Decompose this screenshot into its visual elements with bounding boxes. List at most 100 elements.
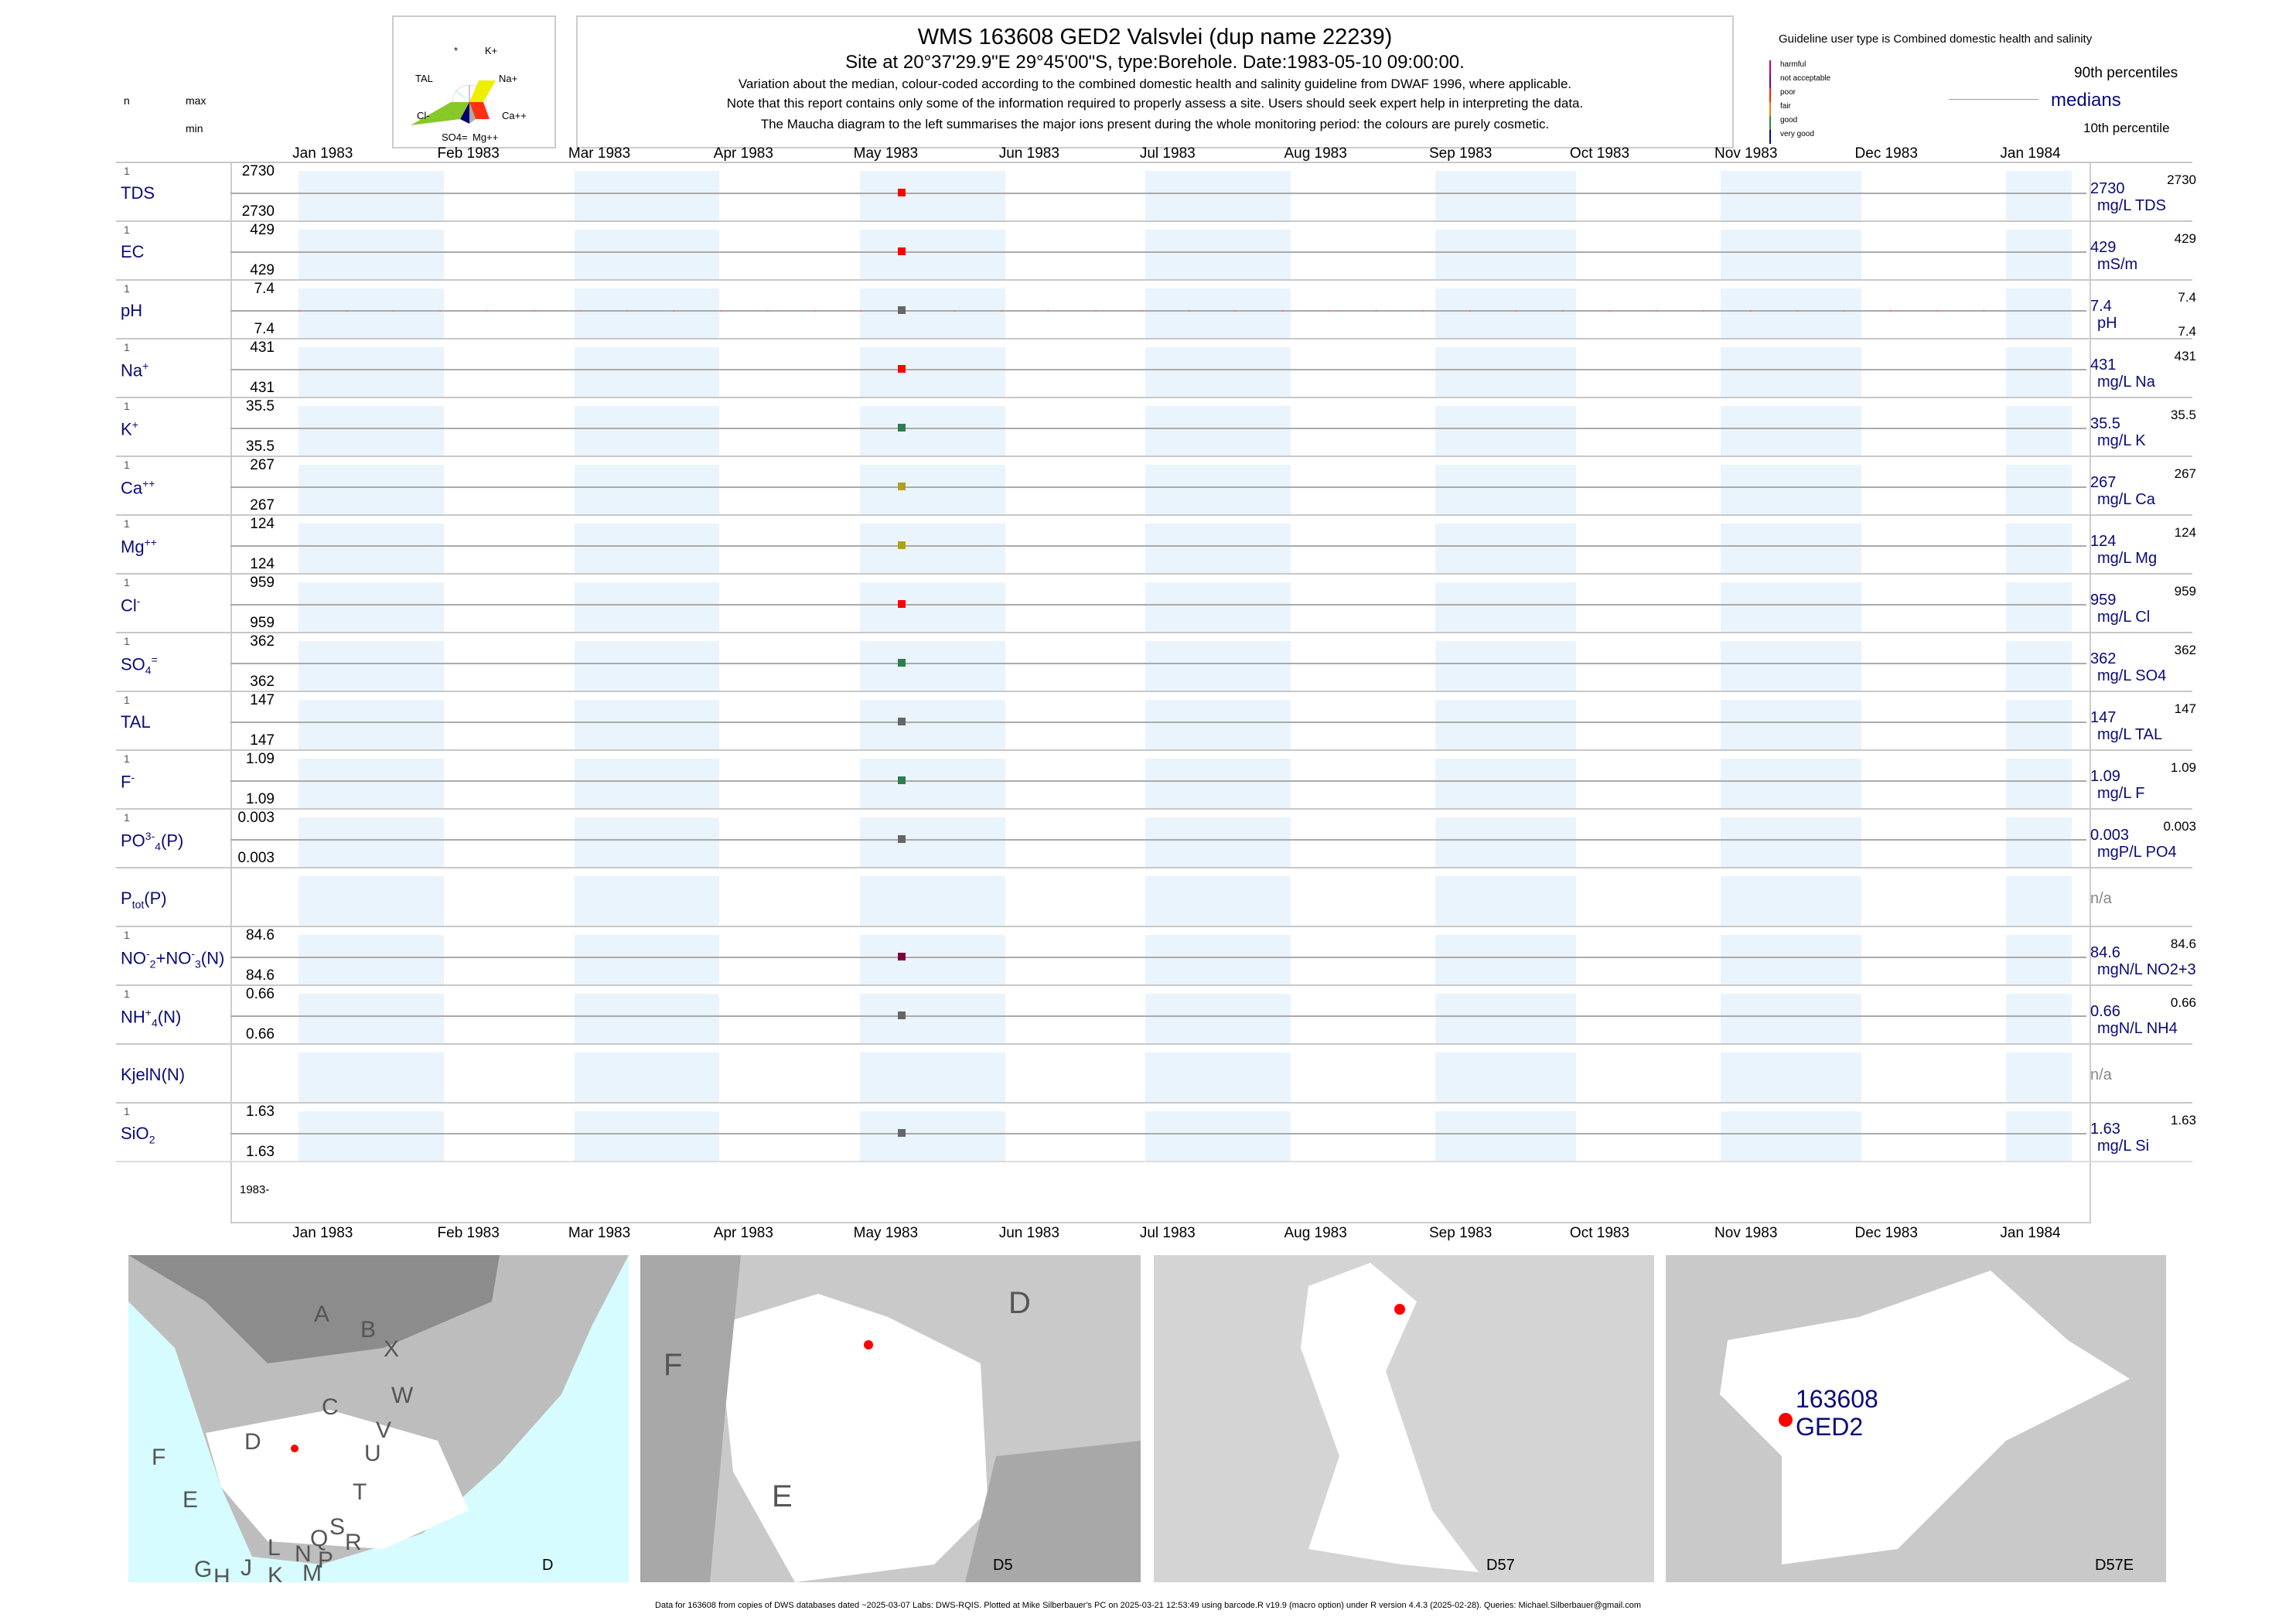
maucha-na <box>469 80 496 102</box>
month-band <box>1435 994 1576 1045</box>
month-band <box>1721 759 1861 810</box>
month-band <box>1721 524 1861 575</box>
map-d57[interactable]: 163608 GED2 D57E <box>1666 1255 2166 1582</box>
label-part: P <box>121 889 132 908</box>
x-tick-label: Oct 1983 <box>1569 145 1630 162</box>
guideline-tick <box>1047 310 1049 312</box>
median-line <box>230 957 2086 958</box>
month-band <box>574 406 720 457</box>
month-band <box>1721 994 1861 1045</box>
sample-point <box>898 1129 906 1137</box>
month-band <box>574 817 720 868</box>
guideline-tick <box>1609 310 1611 312</box>
month-band <box>1721 641 1861 692</box>
label-part: Cl <box>121 595 137 616</box>
x-tick-label: Feb 1983 <box>437 1225 500 1241</box>
x-tick-label: Jan 1983 <box>292 1225 353 1241</box>
parameter-row: PO3-4(P) 1 0.003 0.003 0.003 mgP/L PO4 0.003 <box>116 808 2196 868</box>
label-part: F <box>121 772 131 792</box>
guideline-tick <box>1561 310 1564 312</box>
unit-label: mg/L K <box>2097 432 2146 449</box>
map-d5[interactable]: D57 <box>1154 1255 1654 1582</box>
guideline-text: Guideline user type is Combined domestic… <box>1779 32 2093 46</box>
median-line <box>230 428 2086 429</box>
median-value: 147 <box>2090 709 2117 726</box>
label-part: TDS <box>121 183 155 203</box>
p90-value: 1.63 <box>2170 1113 2196 1128</box>
month-band <box>2006 641 2073 692</box>
guideline-tick <box>1842 310 1845 312</box>
median-line <box>230 193 2086 194</box>
map-region-d[interactable]: D F E D5 <box>640 1255 1141 1582</box>
x-tick-label: Jun 1983 <box>998 145 1059 162</box>
median-value: 7.4 <box>2090 298 2112 315</box>
month-band <box>299 1111 444 1162</box>
month-band <box>2006 994 2073 1045</box>
month-band <box>1145 1053 1291 1104</box>
p90-value: 959 <box>2174 584 2196 599</box>
month-band <box>299 406 444 457</box>
median-line <box>230 780 2086 782</box>
month-band <box>1145 994 1291 1045</box>
note-2: Note that this report contains only some… <box>726 96 1584 111</box>
median-value: 429 <box>2090 239 2117 256</box>
min-value: 147 <box>250 732 275 749</box>
min-value: 2730 <box>241 203 275 220</box>
guideline-tick <box>1936 310 1939 312</box>
month-band <box>2006 406 2073 457</box>
map-letter: J <box>241 1555 252 1581</box>
month-band <box>1145 1111 1291 1162</box>
map-letter: U <box>364 1441 381 1466</box>
label-part: 4 <box>155 840 162 853</box>
month-band <box>299 1053 444 1104</box>
median-line <box>230 369 2086 370</box>
guideline-tick <box>392 310 394 312</box>
parameter-label: SO4= <box>121 653 158 677</box>
month-band <box>860 876 1005 927</box>
parameter-row: SO4= 1 362 362 362 mg/L SO4 362 <box>116 632 2196 692</box>
month-band <box>860 524 1005 575</box>
label-part: SO <box>121 654 145 674</box>
month-band <box>1145 230 1291 281</box>
month-band <box>1721 582 1861 633</box>
parameter-label: Cl- <box>121 595 140 616</box>
month-band <box>2006 230 2073 281</box>
legend-class-label: very good <box>1780 130 1814 138</box>
label-part: (N) <box>200 948 225 968</box>
guideline-tick <box>1468 310 1471 312</box>
parameter-row: Mg++ 1 124 124 124 mg/L Mg 124 <box>116 514 2196 575</box>
map-corner-label: D57E <box>2095 1557 2134 1574</box>
unit-label: mgN/L NO2+3 <box>2097 961 2196 978</box>
x-tick-label: Sep 1983 <box>1429 145 1493 162</box>
min-value: 84.6 <box>246 967 275 984</box>
month-band <box>860 1111 1005 1162</box>
sample-count: 1 <box>124 282 130 295</box>
x-tick-label: Jun 1983 <box>998 1225 1059 1241</box>
x-tick-label: Mar 1983 <box>568 1225 631 1241</box>
guideline-tick <box>1655 310 1658 312</box>
map-letter: V <box>376 1418 392 1443</box>
map-corner-label: D5 <box>993 1557 1013 1574</box>
sample-point <box>898 189 906 196</box>
unit-label: mg/L TDS <box>2097 197 2166 214</box>
month-band <box>1721 230 1861 281</box>
x-tick-label: Aug 1983 <box>1284 1225 1347 1241</box>
label-part: - <box>146 947 150 960</box>
label-part: 2 <box>149 957 156 971</box>
maucha-label: SO4= <box>442 131 468 143</box>
footer-text: Data for 163608 from copies of DWS datab… <box>655 1601 1641 1610</box>
parameter-row: F- 1 1.09 1.09 1.09 mg/L F 1.09 <box>116 749 2196 810</box>
legend-medians: medians <box>2051 90 2121 111</box>
min-value: 959 <box>250 615 275 631</box>
x-tick-label: Nov 1983 <box>1714 145 1778 162</box>
p90-value: 429 <box>2174 231 2196 246</box>
map-letter: A <box>314 1302 330 1327</box>
parameter-row: NH+4(N) 1 0.66 0.66 0.66 mgN/L NH4 0.66 <box>116 984 2196 1045</box>
site-name: GED2 <box>1796 1413 1864 1441</box>
sample-count: 1 <box>124 635 130 647</box>
sample-count: 1 <box>124 988 130 1000</box>
unit-label: mg/L Si <box>2097 1138 2150 1155</box>
month-band <box>1721 817 1861 868</box>
maucha-cl <box>411 102 469 125</box>
